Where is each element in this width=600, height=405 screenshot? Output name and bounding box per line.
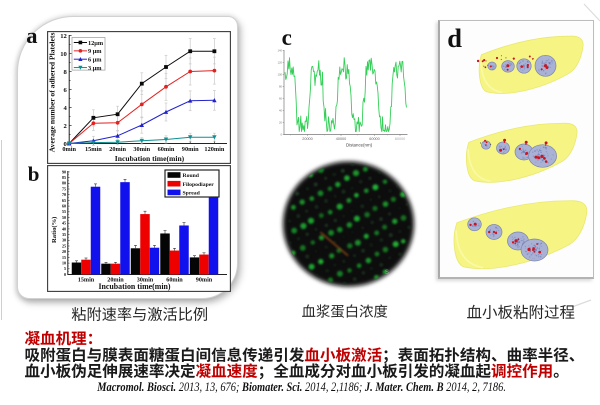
svg-text:60min: 60min [158, 146, 175, 153]
svg-text:15: 15 [62, 255, 66, 260]
svg-text:30min: 30min [133, 146, 150, 153]
svg-text:0: 0 [64, 141, 68, 148]
svg-text:Distance(nm): Distance(nm) [346, 142, 373, 147]
svg-text:10: 10 [60, 51, 67, 58]
svg-text:0min: 0min [62, 146, 76, 153]
svg-text:15min: 15min [85, 146, 102, 153]
svg-text:25: 25 [62, 243, 66, 248]
svg-text:12: 12 [60, 33, 67, 40]
svg-text:90min: 90min [182, 146, 199, 153]
svg-text:60: 60 [279, 97, 282, 101]
svg-text:40: 40 [62, 226, 66, 231]
svg-text:100: 100 [278, 73, 283, 77]
svg-text:40000: 40000 [336, 137, 347, 141]
svg-text:65: 65 [62, 198, 66, 203]
svg-text:85: 85 [62, 175, 66, 180]
svg-text:6 μm: 6 μm [88, 57, 102, 64]
svg-text:60min: 60min [166, 277, 183, 284]
svg-text:12μm: 12μm [88, 40, 104, 47]
svg-text:Spread: Spread [183, 191, 201, 197]
svg-text:Average number of adhered Pla: Average number of adhered Platelets [48, 33, 57, 153]
svg-text:Round: Round [183, 173, 200, 179]
svg-text:5: 5 [64, 266, 66, 271]
svg-text:35: 35 [62, 232, 66, 237]
svg-text:120min: 120min [204, 146, 224, 153]
svg-text:2: 2 [64, 123, 68, 130]
svg-text:20: 20 [62, 249, 66, 254]
svg-text:80000: 80000 [395, 137, 406, 141]
svg-text:75: 75 [62, 186, 66, 191]
svg-text:9 μm: 9 μm [88, 48, 102, 55]
svg-text:6: 6 [64, 87, 68, 94]
svg-text:20: 20 [279, 121, 282, 125]
svg-text:55: 55 [62, 209, 66, 214]
svg-text:80: 80 [62, 181, 66, 186]
svg-text:20000: 20000 [302, 137, 313, 141]
svg-text:90: 90 [62, 169, 66, 174]
svg-text:4: 4 [64, 105, 68, 112]
svg-text:140: 140 [278, 49, 283, 53]
svg-text:120: 120 [278, 61, 283, 65]
svg-text:0: 0 [281, 133, 283, 137]
svg-text:10: 10 [62, 261, 66, 266]
svg-text:0: 0 [64, 272, 66, 277]
svg-text:Incubation time(min): Incubation time(min) [115, 154, 185, 163]
svg-text:8: 8 [64, 69, 68, 76]
svg-text:50: 50 [62, 215, 66, 220]
svg-text:s: s [385, 267, 389, 276]
svg-text:15min: 15min [78, 277, 95, 284]
svg-text:90min: 90min [196, 277, 213, 284]
svg-text:60: 60 [62, 204, 66, 209]
svg-text:3 μm: 3 μm [88, 65, 102, 72]
svg-text:20min: 20min [109, 146, 126, 153]
svg-text:30: 30 [62, 238, 66, 243]
svg-text:60000: 60000 [369, 137, 380, 141]
svg-text:45: 45 [62, 221, 66, 226]
svg-text:40: 40 [279, 109, 282, 113]
svg-text:Ratio(%): Ratio(%) [51, 217, 58, 243]
svg-text:Filopodiaper: Filopodiaper [183, 182, 215, 188]
svg-text:Incubation time(min): Incubation time(min) [98, 282, 170, 291]
svg-text:30min: 30min [137, 277, 154, 284]
svg-text:70: 70 [62, 192, 66, 197]
svg-text:80: 80 [279, 85, 282, 89]
svg-text:20min: 20min [107, 277, 124, 284]
